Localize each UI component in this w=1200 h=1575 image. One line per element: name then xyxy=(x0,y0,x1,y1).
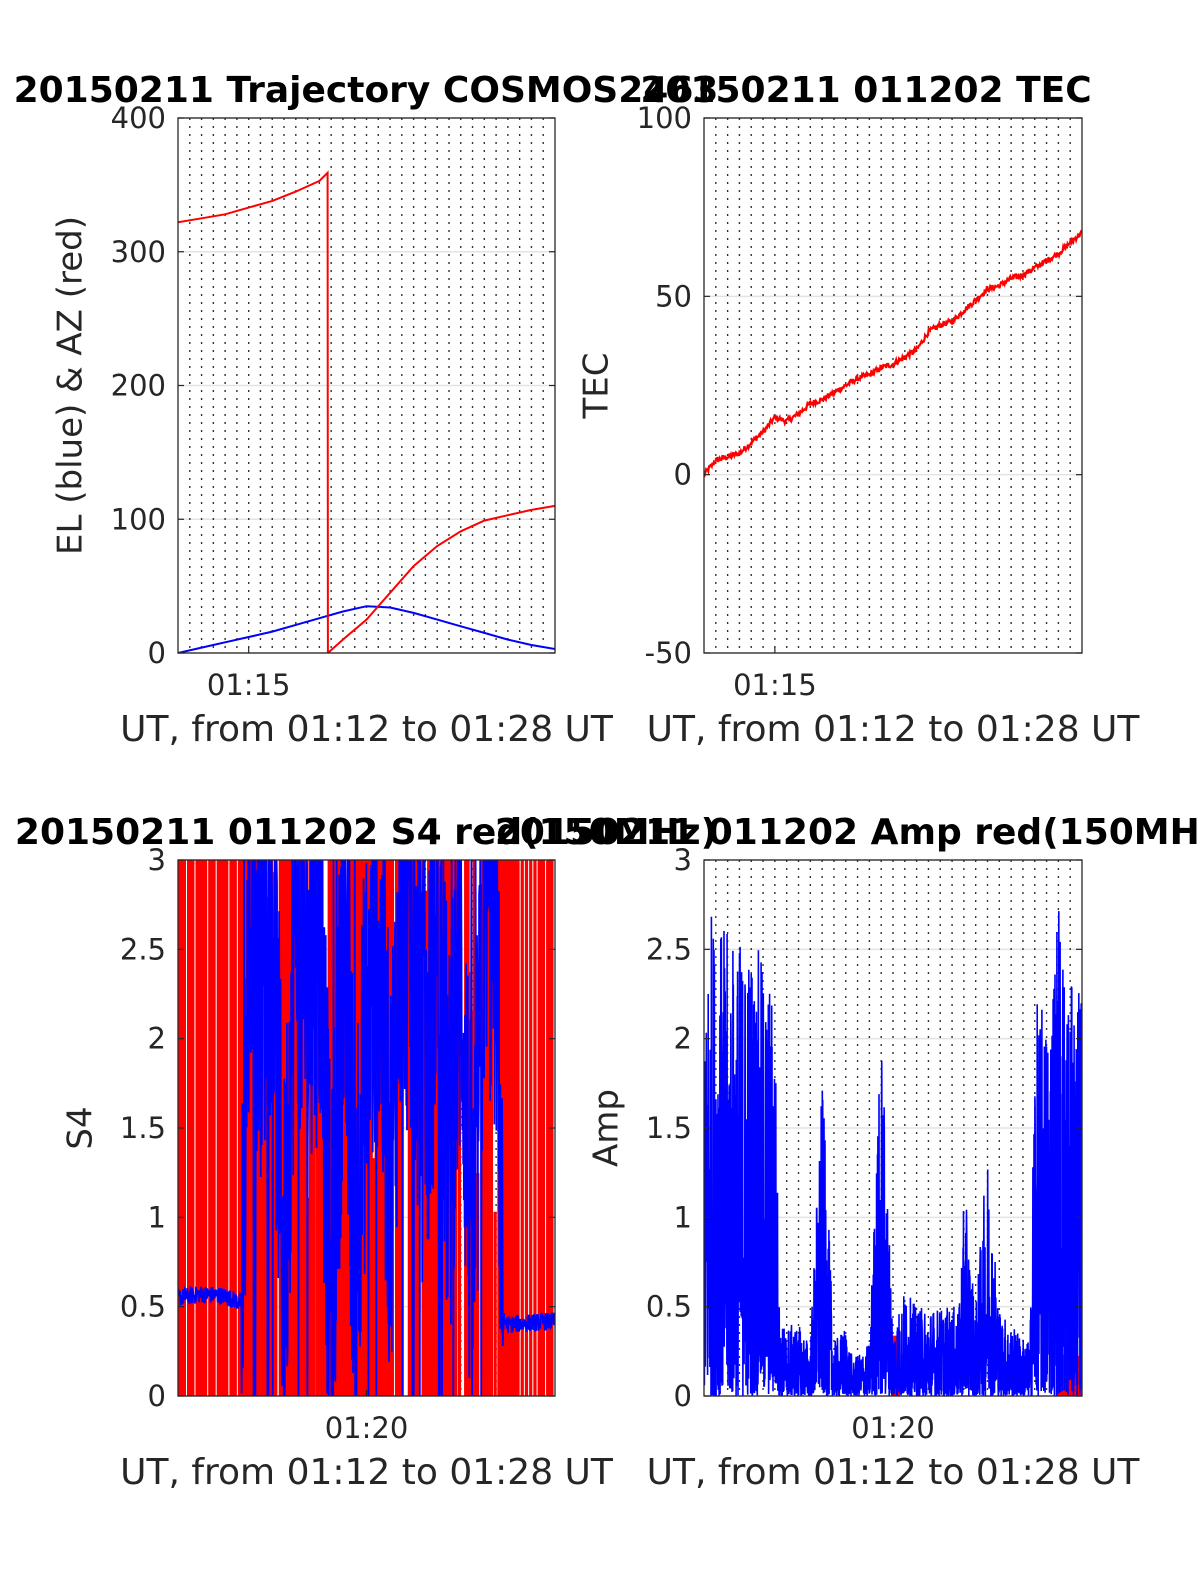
y-tick-label: -50 xyxy=(645,636,692,670)
s4-axes-box xyxy=(177,859,556,1397)
s4-title: 20150211 011202 S4 red(150MHz) xyxy=(15,812,717,853)
s4-panel: 0 0.5 1 1.5 2 2.5 3 01:20 20150211 011202 S4 r… xyxy=(15,812,717,1493)
amp-xlabel: UT, from 01:12 to 01:28 UT xyxy=(647,1452,1141,1493)
s4-xlabel: UT, from 01:12 to 01:28 UT xyxy=(120,1452,614,1493)
y-tick-label: 2.5 xyxy=(120,932,166,966)
y-tick-label: 50 xyxy=(655,279,692,313)
x-tick-label: 01:20 xyxy=(325,1411,409,1445)
series-line xyxy=(178,605,555,653)
trajectory-panel: 0 100 200 300 400 01:15 20150211 Trajectory … xyxy=(14,70,719,750)
y-tick-label: 0 xyxy=(148,636,166,670)
amp-title: 20150211 011202 Amp red(150MHz) xyxy=(495,812,1200,853)
x-tick-label: 01:15 xyxy=(733,668,817,702)
tec-title: 20150211 011202 TEC xyxy=(640,70,1091,111)
x-tick-label: 01:15 xyxy=(207,668,291,702)
series-line xyxy=(704,911,1082,1396)
y-tick-label: 1.5 xyxy=(120,1111,166,1145)
y-tick-label: 100 xyxy=(111,502,166,536)
y-tick-label: 100 xyxy=(637,101,692,135)
trajectory-ylabel: EL (blue) & AZ (red) xyxy=(51,216,91,555)
y-tick-label: 300 xyxy=(111,235,166,269)
y-tick-label: 2 xyxy=(674,1022,692,1056)
y-tick-label: 0.5 xyxy=(120,1290,166,1324)
trajectory-title: 20150211 Trajectory COSMOS2463 xyxy=(14,70,719,111)
tec-axes-box xyxy=(703,117,1083,654)
y-tick-label: 0 xyxy=(148,1379,166,1413)
series-line xyxy=(704,229,1082,478)
y-tick-label: 0 xyxy=(674,1379,692,1413)
y-tick-label: 0.5 xyxy=(646,1290,692,1324)
y-tick-label: 2.5 xyxy=(646,932,692,966)
amp-panel: 0 0.5 1 1.5 2 2.5 3 01:20 20150211 011202 Amp … xyxy=(495,812,1200,1493)
trajectory-axes-box xyxy=(177,117,556,654)
x-tick-label: 01:20 xyxy=(851,1411,935,1445)
y-tick-label: 1 xyxy=(148,1200,166,1234)
tec-ylabel: TEC xyxy=(577,353,617,420)
series-line xyxy=(178,170,555,653)
y-tick-label: 3 xyxy=(674,843,692,877)
amp-axes-box xyxy=(703,859,1083,1397)
y-tick-label: 3 xyxy=(148,843,166,877)
series-line xyxy=(178,860,555,1396)
trajectory-xlabel: UT, from 01:12 to 01:28 UT xyxy=(120,709,614,750)
y-tick-label: 1 xyxy=(674,1200,692,1234)
y-tick-label: 2 xyxy=(148,1022,166,1056)
amp-ylabel: Amp xyxy=(587,1089,627,1167)
y-tick-label: 1.5 xyxy=(646,1111,692,1145)
tec-panel: -50 0 50 100 01:15 20150211 011202 TEC UT, … xyxy=(577,70,1141,750)
tec-xlabel: UT, from 01:12 to 01:28 UT xyxy=(647,709,1141,750)
s4-ylabel: S4 xyxy=(61,1106,101,1149)
y-tick-label: 200 xyxy=(111,369,166,403)
y-tick-label: 0 xyxy=(674,458,692,492)
y-tick-label: 400 xyxy=(111,101,166,135)
